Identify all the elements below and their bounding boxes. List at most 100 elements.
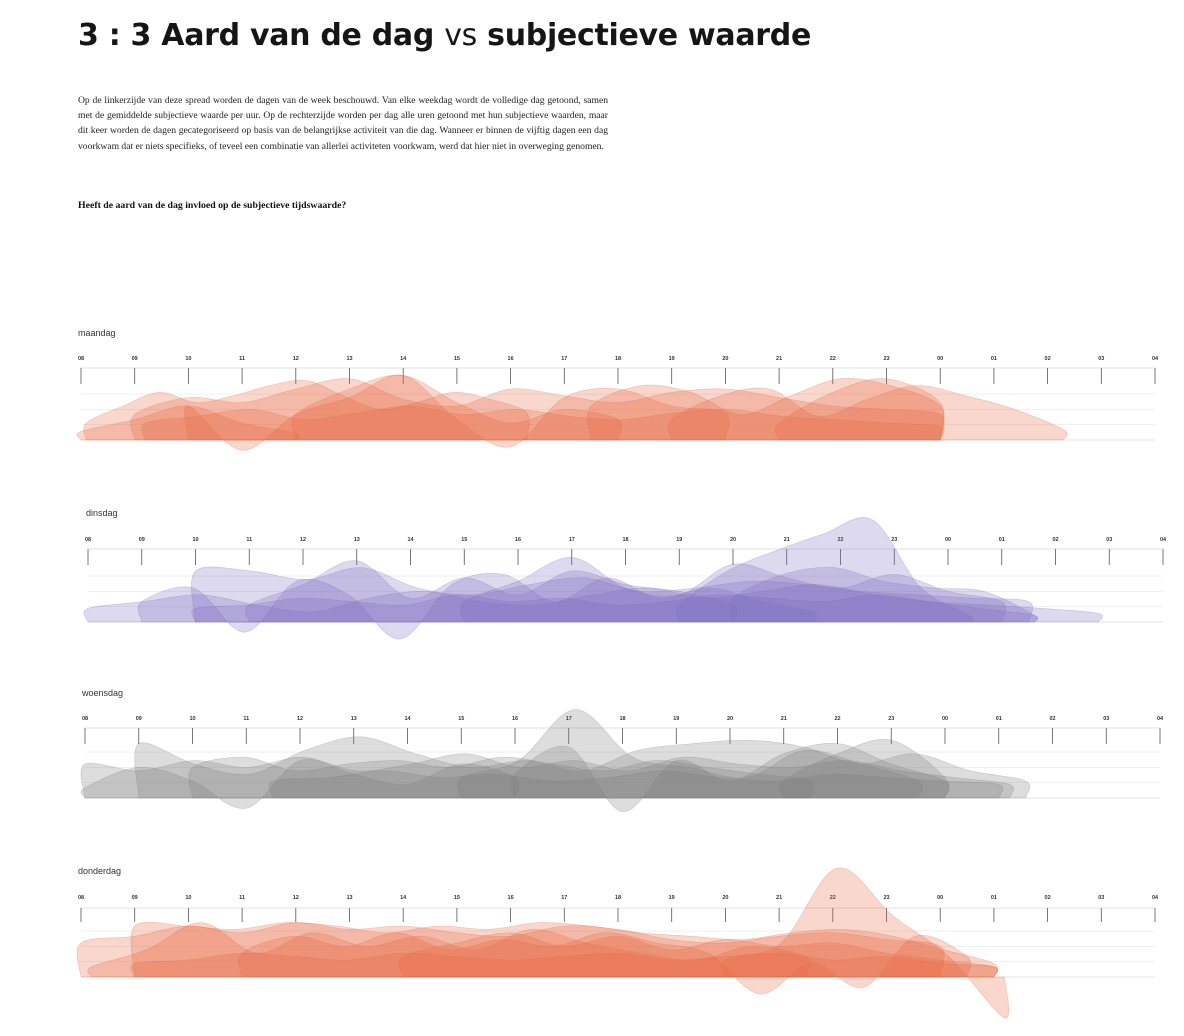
tick-label-08: 08 (85, 537, 91, 543)
tick-label-22: 22 (830, 895, 836, 901)
tick-label-19: 19 (669, 895, 675, 901)
tick-label-10: 10 (185, 356, 191, 362)
tick-label-02: 02 (1052, 537, 1058, 543)
tick-label-16: 16 (508, 895, 514, 901)
area-series-donderdag-4 (238, 932, 972, 995)
tick-label-00: 00 (937, 895, 943, 901)
tick-label-03: 03 (1103, 716, 1109, 722)
tick-label-11: 11 (243, 716, 249, 722)
tick-label-12: 12 (293, 895, 299, 901)
tick-label-13: 13 (346, 895, 352, 901)
tick-label-18: 18 (622, 537, 628, 543)
tick-label-09: 09 (132, 356, 138, 362)
panel-label-donderdag: donderdag (78, 866, 122, 876)
tick-label-16: 16 (508, 356, 514, 362)
area-series-woensdag-3 (134, 736, 1030, 799)
tick-label-15: 15 (458, 716, 464, 722)
tick-label-14: 14 (400, 895, 407, 901)
panel-woensdag: 08 09 10 11 12 13 14 15 16 17 18 19 20 21 22 23 00 01 02 03… (80, 709, 1164, 812)
panel-maandag: 08 09 10 11 12 13 14 15 16 17 18 19 20 21 22 23 00 01 02 03… (76, 356, 1159, 451)
tick-label-04: 04 (1152, 895, 1159, 901)
tick-label-09: 09 (139, 537, 145, 543)
area-series-dinsdag-4 (245, 560, 738, 623)
page-title: 3 : 3 Aard van de dag vs subjectieve waa… (78, 18, 811, 53)
tick-label-12: 12 (293, 356, 299, 362)
tick-label-21: 21 (776, 356, 782, 362)
tick-label-23: 23 (891, 537, 897, 543)
tick-label-04: 04 (1152, 356, 1159, 362)
tick-label-11: 11 (239, 356, 245, 362)
tick-label-00: 00 (945, 537, 951, 543)
tick-label-14: 14 (407, 537, 414, 543)
area-series-maandag-2 (130, 378, 945, 441)
area-series-donderdag-1 (76, 922, 945, 978)
tick-label-18: 18 (615, 356, 621, 362)
tick-label-15: 15 (454, 895, 460, 901)
area-series-maandag-7 (667, 385, 1068, 441)
area-series-maandag-9 (141, 405, 945, 441)
title-vs: vs (444, 18, 477, 53)
tick-label-09: 09 (136, 716, 142, 722)
tick-label-02: 02 (1049, 716, 1055, 722)
tick-label-08: 08 (78, 356, 84, 362)
tick-label-04: 04 (1157, 716, 1164, 722)
tick-label-23: 23 (883, 356, 889, 362)
area-series-woensdag-1 (80, 753, 1014, 799)
area-series-maandag-4 (184, 374, 730, 451)
tick-label-19: 19 (676, 537, 682, 543)
tick-label-23: 23 (888, 716, 894, 722)
tick-label-16: 16 (512, 716, 518, 722)
tick-label-21: 21 (784, 537, 790, 543)
tick-label-04: 04 (1160, 537, 1167, 543)
panel-label-maandag: maandag (78, 328, 116, 338)
tick-label-15: 15 (454, 356, 460, 362)
tick-label-14: 14 (400, 356, 407, 362)
area-series-woensdag-6 (188, 756, 815, 799)
tick-label-20: 20 (727, 716, 733, 722)
area-series-dinsdag-6 (460, 557, 1007, 623)
tick-label-01: 01 (999, 537, 1005, 543)
title-prefix: 3 : 3 (78, 18, 152, 53)
tick-label-21: 21 (776, 895, 782, 901)
area-series-woensdag-2 (80, 759, 520, 809)
tick-label-19: 19 (669, 356, 675, 362)
tick-label-23: 23 (883, 895, 889, 901)
panel-label-dinsdag: dinsdag (86, 508, 118, 518)
area-series-maandag-1 (83, 379, 530, 441)
tick-label-00: 00 (937, 356, 943, 362)
tick-label-08: 08 (78, 895, 84, 901)
tick-label-10: 10 (189, 716, 195, 722)
tick-label-01: 01 (996, 716, 1002, 722)
intro-paragraph: Op de linkerzijde van deze spread worden… (78, 95, 608, 152)
tick-label-19: 19 (673, 716, 679, 722)
tick-label-18: 18 (619, 716, 625, 722)
area-series-dinsdag-1 (83, 584, 1103, 623)
area-series-woensdag-5 (510, 742, 950, 812)
tick-label-02: 02 (1045, 895, 1051, 901)
area-series-dinsdag-8 (191, 594, 1039, 623)
tick-label-21: 21 (781, 716, 787, 722)
area-series-woensdag-4 (456, 709, 923, 799)
tick-label-20: 20 (722, 895, 728, 901)
tick-label-15: 15 (461, 537, 467, 543)
panel-donderdag: 08 09 10 11 12 13 14 15 16 17 18 19 20 21 22 23 00 01 02 03… (76, 867, 1159, 1019)
tick-label-01: 01 (991, 895, 997, 901)
area-series-dinsdag-2 (137, 572, 818, 640)
tick-label-16: 16 (515, 537, 521, 543)
area-series-dinsdag-7 (729, 567, 1038, 623)
tick-label-03: 03 (1098, 356, 1104, 362)
panel-dinsdag: 08 09 10 11 12 13 14 15 16 17 18 19 20 21 22 23 00 01 02 03… (83, 517, 1167, 640)
tick-label-22: 22 (837, 537, 843, 543)
area-series-maandag-6 (587, 378, 945, 441)
area-series-maandag-5 (291, 374, 623, 441)
tick-label-13: 13 (351, 716, 357, 722)
tick-label-18: 18 (615, 895, 621, 901)
area-series-donderdag-6 (398, 932, 999, 978)
tick-label-11: 11 (239, 895, 245, 901)
tick-label-12: 12 (297, 716, 303, 722)
tick-label-20: 20 (730, 537, 736, 543)
tick-label-00: 00 (942, 716, 948, 722)
area-series-dinsdag-3 (191, 566, 1033, 623)
tick-label-03: 03 (1106, 537, 1112, 543)
